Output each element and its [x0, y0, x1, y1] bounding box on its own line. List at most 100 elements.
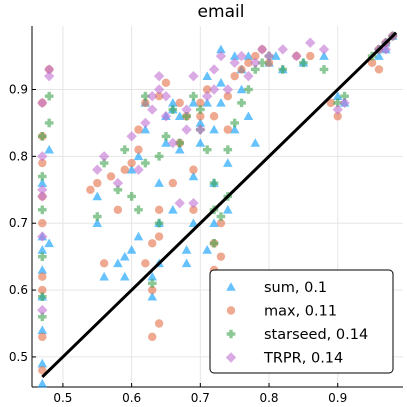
triangle-point	[147, 271, 158, 281]
cross-point	[168, 105, 178, 114]
circle-point	[189, 205, 198, 215]
circle-point	[141, 98, 150, 108]
circle-point	[154, 319, 164, 328]
y-tick-label: 0.7	[9, 216, 28, 230]
circle-point	[326, 98, 336, 108]
x-tick-label: 0.5	[53, 391, 72, 405]
triangle-point	[92, 218, 103, 228]
triangle-point	[243, 111, 254, 121]
circle-point	[134, 125, 143, 134]
cross-point	[333, 98, 343, 108]
legend-label: starseed, 0.14	[264, 327, 368, 343]
triangle-point	[37, 178, 48, 187]
triangle-point	[133, 231, 144, 241]
x-tick-label: 0.7	[191, 391, 210, 405]
diamond-point	[215, 50, 227, 62]
diamond-point	[167, 137, 179, 149]
diamond-point	[208, 84, 220, 95]
cross-point	[230, 118, 239, 128]
circle-point	[237, 65, 246, 74]
triangle-point	[37, 245, 48, 254]
triangle-point	[37, 265, 48, 274]
diamond-point	[37, 151, 48, 162]
triangle-point	[374, 51, 384, 60]
circle-point	[134, 145, 143, 154]
circle-point	[223, 91, 233, 101]
circle-point	[202, 85, 212, 94]
circle-point	[223, 125, 233, 134]
cross-point	[154, 152, 164, 161]
circle-point	[86, 185, 95, 194]
diamond-point	[243, 70, 254, 82]
y-tick-label: 0.6	[9, 283, 28, 297]
diamond-point	[37, 304, 48, 316]
cross-point	[38, 205, 47, 215]
diamond-point	[174, 197, 185, 209]
cross-point	[340, 91, 349, 101]
triangle-point	[202, 98, 212, 107]
triangle-point	[229, 51, 240, 60]
y-tick-label: 0.8	[9, 149, 28, 163]
reference-line	[41, 31, 398, 379]
diamond-point	[256, 44, 268, 55]
triangle-point	[126, 164, 137, 174]
circle-point	[127, 158, 136, 168]
diamond-point	[147, 104, 158, 115]
diamond-point	[305, 37, 316, 48]
triangle-point	[140, 124, 151, 134]
x-tick-label: 0.8	[259, 391, 278, 405]
triangle-point	[223, 158, 233, 167]
diamond-point	[181, 124, 192, 135]
circle-point	[113, 205, 123, 215]
circle-point	[148, 239, 157, 248]
triangle-point	[44, 144, 54, 154]
diamond-point	[318, 44, 330, 55]
triangle-point	[126, 245, 137, 254]
diamond-point	[147, 90, 158, 102]
circle-point	[367, 58, 377, 67]
circle-point	[196, 112, 205, 121]
cross-point	[127, 192, 136, 201]
diamond-point	[133, 164, 144, 175]
triangle-point	[154, 178, 164, 187]
legend-marker	[226, 282, 236, 291]
triangle-point	[271, 51, 281, 60]
diamond-point	[37, 184, 48, 195]
cross-point	[319, 65, 329, 74]
legend-label: sum, 0.1	[264, 280, 327, 296]
cross-point	[278, 65, 288, 74]
cross-point	[38, 132, 47, 141]
triangle-point	[174, 144, 185, 154]
diamond-point	[332, 104, 343, 115]
cross-point	[250, 65, 260, 74]
circle-point	[175, 98, 184, 108]
cross-point	[44, 118, 54, 128]
legend: sum, 0.1 max, 0.11 starseed, 0.14 TRPR, 0.1…	[209, 269, 394, 374]
circle-point	[196, 98, 205, 108]
cross-point	[216, 212, 226, 221]
triangle-point	[174, 111, 185, 121]
triangle-point	[37, 378, 48, 388]
triangle-point	[168, 98, 178, 107]
cross-point	[161, 132, 171, 141]
triangle-point	[181, 258, 192, 268]
diamond-point	[250, 57, 261, 68]
cross-point	[223, 145, 233, 154]
cross-point	[189, 91, 198, 101]
cross-point	[175, 138, 185, 148]
triangle-point	[99, 271, 109, 281]
diamond-point	[153, 84, 165, 95]
triangle-point	[332, 91, 343, 100]
triangle-point	[223, 205, 233, 214]
circle-point	[154, 205, 164, 215]
cross-point	[38, 172, 47, 181]
diamond-point	[263, 50, 275, 62]
diamond-point	[236, 50, 247, 62]
triangle-point	[161, 138, 171, 147]
cross-point	[141, 158, 150, 168]
diamond-point	[43, 64, 55, 75]
chart-title: email	[198, 2, 245, 22]
circle-point	[209, 112, 219, 121]
diamond-point	[339, 97, 350, 109]
